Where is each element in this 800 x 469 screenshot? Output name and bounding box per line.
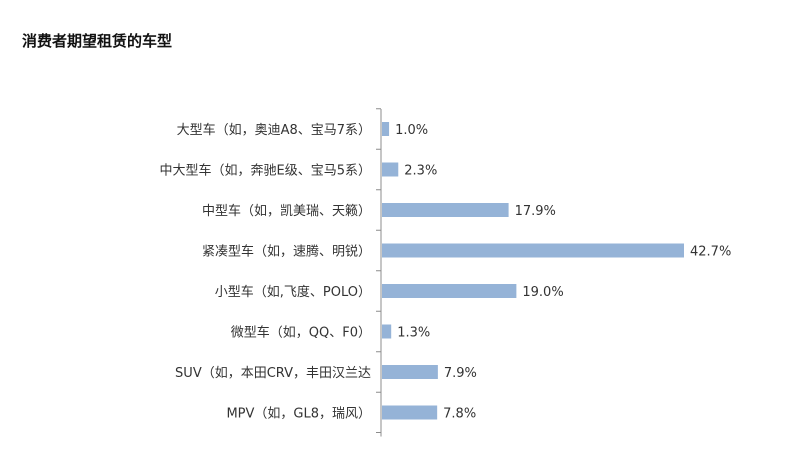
bar [382,405,438,420]
category-label: SUV（如，本田CRV，丰田汉兰达 [175,365,371,381]
category-label: 中型车（如，凯美瑞、天籁） [202,203,371,219]
category-label: MPV（如，GL8，瑞风） [226,406,371,422]
bar [382,243,684,258]
data-label: 17.9% [515,204,556,219]
data-label: 1.3% [397,326,430,341]
bar [382,122,390,136]
bar [382,203,509,217]
data-label: 2.3% [404,164,437,179]
bar [382,284,517,298]
category-label: 大型车（如，奥迪A8、宝马7系） [177,122,371,138]
data-label: 7.8% [443,407,476,422]
data-label: 19.0% [522,285,563,300]
bar [382,324,392,339]
chart-title: 消费者期望租赁的车型 [22,32,173,50]
category-label: 微型车（如，QQ、F0） [231,325,371,341]
category-label: 小型车（如,飞度、POLO） [215,284,371,300]
data-label: 1.0% [395,123,428,138]
data-label: 7.9% [444,366,477,381]
category-label: 中大型车（如，奔驰E级、宝马5系） [160,163,372,179]
bar [382,365,438,379]
category-label: 紧凑型车（如，速腾、明锐） [202,244,371,260]
data-label: 42.7% [690,245,731,260]
bar [382,162,399,177]
